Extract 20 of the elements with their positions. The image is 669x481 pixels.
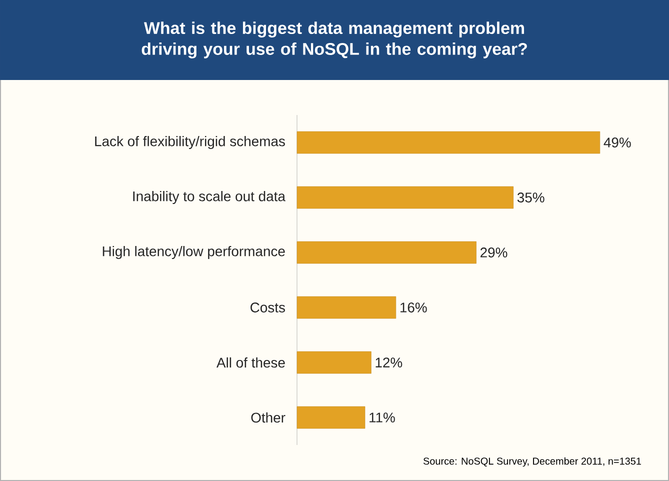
- y-tick-label: Costs: [250, 302, 285, 312]
- bar: [296, 186, 514, 209]
- y-tick-label: Other: [251, 412, 286, 423]
- data-label: 35%: [517, 192, 544, 202]
- data-label: 16%: [400, 302, 427, 312]
- bar: [296, 406, 366, 429]
- data-label: 12%: [376, 358, 402, 368]
- y-tick-label: Inability to scale out data: [133, 191, 286, 204]
- data-label: 49%: [604, 138, 631, 148]
- y-tick-label: High latency/low performance: [102, 246, 285, 260]
- y-tick-label: All of these: [216, 357, 285, 368]
- bar: [296, 131, 600, 154]
- bar: [296, 351, 372, 374]
- bar: [296, 296, 396, 319]
- data-label: 29%: [480, 248, 508, 258]
- chart-title: What is the biggest data management problem driving your use of NoSQL in the coming year?: [142, 22, 527, 58]
- y-tick-label: Lack of flexibility/rigid schemas: [95, 136, 285, 150]
- source-note: Source: NoSQL Survey, December 2011, n=1351: [423, 457, 641, 467]
- bar: [296, 241, 476, 264]
- data-label: 11%: [370, 412, 395, 422]
